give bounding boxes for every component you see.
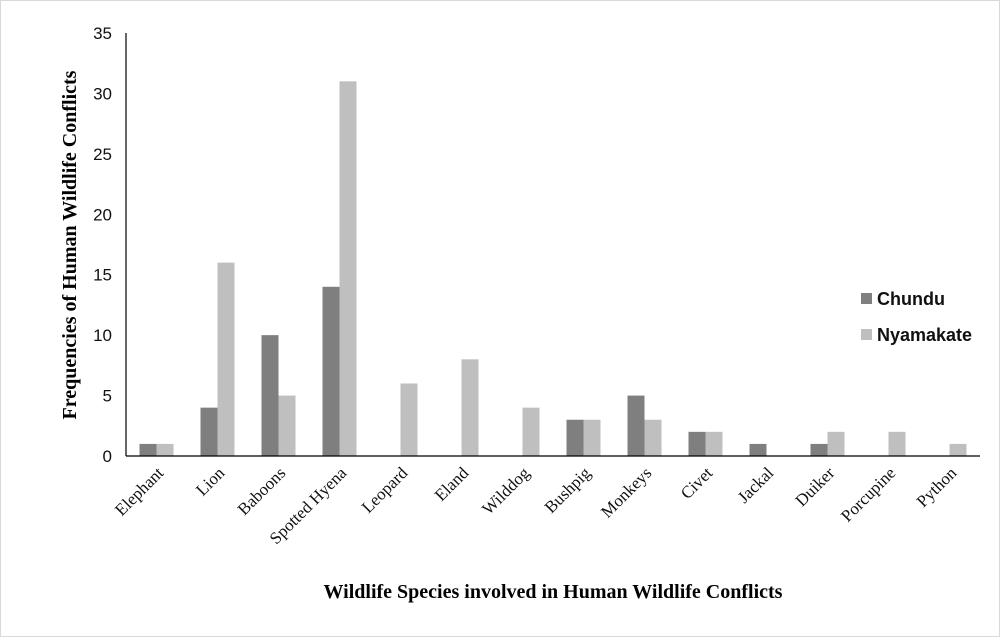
- x-tick-label: Lion: [192, 463, 228, 499]
- bar-nyamakate-duiker: [827, 431, 845, 456]
- bar-chundu-civet: [688, 431, 706, 456]
- x-tick-label: Leopard: [358, 463, 412, 517]
- bar-nyamakate-bushpig: [583, 419, 601, 456]
- bar-chundu-lion: [200, 407, 218, 456]
- y-axis-title: Frequencies of Human Wildlife Conflicts: [59, 70, 81, 419]
- bar-chundu-elephant: [139, 443, 157, 456]
- bar-nyamakate-monkeys: [644, 419, 662, 456]
- bar-nyamakate-civet: [705, 431, 723, 456]
- legend-label-nyamakate: Nyamakate: [877, 325, 972, 345]
- bar-nyamakate-spotted-hyena: [339, 81, 357, 456]
- y-tick-label: 30: [93, 84, 112, 103]
- y-tick-label: 15: [93, 266, 112, 285]
- bar-nyamakate-elephant: [156, 443, 174, 456]
- bar-chundu-spotted-hyena: [322, 286, 340, 456]
- bar-chundu-baboons: [261, 335, 279, 456]
- legend-swatch-chundu: [861, 293, 872, 304]
- y-tick-label: 20: [93, 205, 112, 224]
- bar-nyamakate-wilddog: [522, 407, 540, 456]
- bar-nyamakate-porcupine: [888, 431, 906, 456]
- legend-swatch-nyamakate: [861, 329, 872, 340]
- x-tick-label: Civet: [677, 463, 717, 503]
- y-tick-label: 10: [93, 326, 112, 345]
- bar-nyamakate-python: [949, 443, 967, 456]
- y-tick-label: 35: [93, 24, 112, 43]
- legend-label-chundu: Chundu: [877, 289, 945, 309]
- x-tick-label: Python: [913, 463, 961, 511]
- bars: [139, 81, 967, 456]
- bar-chundu-monkeys: [627, 395, 645, 456]
- y-axis-ticks: 0 5 10 15 20 25 30 35: [93, 24, 112, 466]
- y-tick-label: 25: [93, 145, 112, 164]
- x-tick-label: Wilddog: [478, 463, 533, 518]
- bar-chundu-duiker: [810, 443, 828, 456]
- legend: Chundu Nyamakate: [861, 289, 972, 345]
- bar-chundu-bushpig: [566, 419, 584, 456]
- x-tick-label: Monkeys: [597, 463, 655, 521]
- x-tick-label: Eland: [431, 463, 473, 505]
- x-tick-label: Duiker: [792, 463, 839, 510]
- y-tick-label: 5: [103, 387, 112, 406]
- bar-chundu-jackal: [749, 443, 767, 456]
- x-tick-label: Baboons: [234, 463, 290, 519]
- x-axis-title: Wildlife Species involved in Human Wildl…: [324, 581, 783, 603]
- bar-nyamakate-leopard: [400, 383, 418, 456]
- x-tick-label: Bushpig: [541, 463, 595, 517]
- bar-nyamakate-eland: [461, 359, 479, 456]
- x-tick-label: Jackal: [734, 463, 778, 507]
- x-tick-label: Elephant: [111, 463, 167, 519]
- bar-nyamakate-baboons: [278, 395, 296, 456]
- bar-nyamakate-lion: [217, 262, 235, 456]
- y-tick-label: 0: [103, 447, 112, 466]
- x-tick-label: Porcupine: [837, 463, 899, 525]
